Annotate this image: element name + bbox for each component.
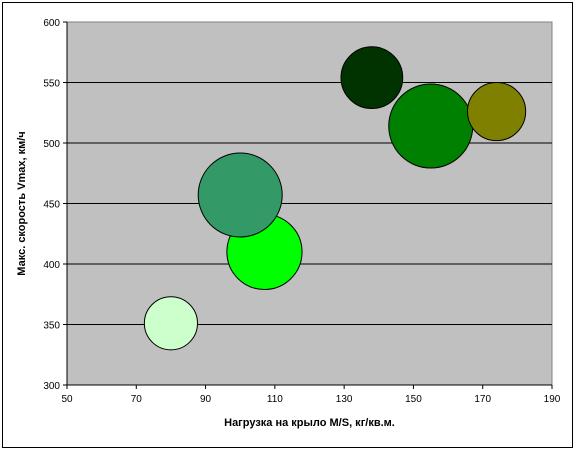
y-tick-label-350: 350 [43,321,60,332]
bubble-6 [466,81,527,142]
x-tick-label-90: 90 [200,394,212,405]
x-axis-ticks: 50 70 90 110 130 150 170 190 [61,385,561,405]
x-axis-title: Нагрузка на крыло M/S, кг/кв.м. [224,417,395,429]
bubble-chart: 50 70 90 110 130 150 170 190 300 350 400 450 500 550… [16,18,561,429]
y-tick-label-550: 550 [43,79,60,90]
y-tick-label-600: 600 [43,18,60,29]
x-tick-label-70: 70 [131,394,143,405]
y-tick-label-450: 450 [43,200,60,211]
x-tick-label-110: 110 [267,394,283,405]
bubble-4 [340,46,404,110]
y-tick-label-400: 400 [43,260,60,271]
x-tick-label-190: 190 [544,394,561,405]
y-tick-label-300: 300 [43,381,60,392]
bubble-3 [197,152,283,238]
chart-frame: 50 70 90 110 130 150 170 190 300 350 400 450 500 550… [2,2,573,448]
bubble-1 [143,296,198,351]
y-tick-label-500: 500 [43,139,60,150]
x-tick-label-50: 50 [61,394,73,405]
bubbles [143,46,527,351]
y-axis-ticks: 300 350 400 450 500 550 600 [43,18,67,392]
y-axis-title: Макс. скорость Vmax, км/ч [16,131,28,275]
x-tick-label-130: 130 [336,394,353,405]
bubble-5 [388,83,474,169]
x-tick-label-150: 150 [405,394,422,405]
x-tick-label-170: 170 [474,394,491,405]
